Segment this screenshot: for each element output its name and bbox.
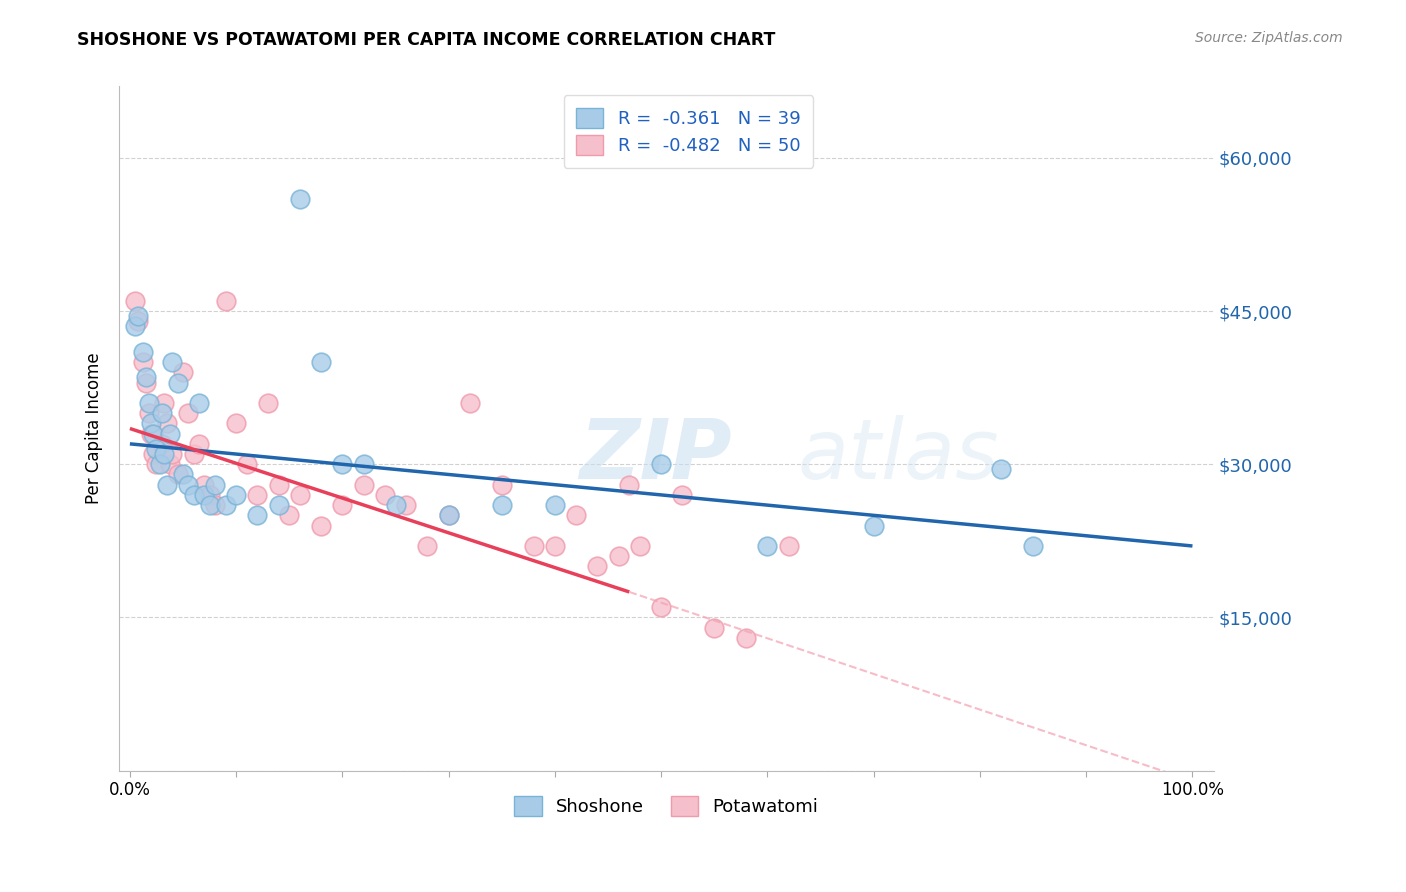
Text: Source: ZipAtlas.com: Source: ZipAtlas.com: [1195, 31, 1343, 45]
Point: [183, 488, 205, 502]
Point: [166, 376, 188, 390]
Text: atlas: atlas: [797, 416, 1000, 497]
Point: [131, 345, 153, 359]
Point: [214, 498, 236, 512]
Point: [166, 467, 188, 482]
Point: [565, 508, 588, 523]
Point: [141, 417, 163, 431]
Point: [124, 293, 146, 308]
Point: [162, 447, 184, 461]
Point: [309, 518, 332, 533]
Point: [145, 457, 167, 471]
Point: [267, 498, 290, 512]
Point: [236, 457, 259, 471]
Point: [153, 396, 176, 410]
Point: [650, 600, 672, 615]
Point: [142, 426, 165, 441]
Point: [586, 559, 609, 574]
Point: [395, 498, 418, 512]
Point: [332, 498, 354, 512]
Point: [544, 498, 567, 512]
Point: [619, 477, 641, 491]
Point: [172, 467, 194, 482]
Point: [458, 396, 481, 410]
Point: [353, 457, 375, 471]
Point: [416, 539, 439, 553]
Point: [135, 370, 157, 384]
Point: [156, 477, 179, 491]
Point: [193, 488, 215, 502]
Point: [544, 539, 567, 553]
Point: [198, 488, 221, 502]
Legend: Shoshone, Potawatomi: Shoshone, Potawatomi: [508, 789, 825, 823]
Point: [353, 477, 375, 491]
Point: [135, 376, 157, 390]
Point: [491, 498, 513, 512]
Point: [131, 355, 153, 369]
Point: [246, 508, 269, 523]
Point: [735, 631, 758, 645]
Point: [671, 488, 693, 502]
Point: [491, 477, 513, 491]
Point: [198, 498, 221, 512]
Point: [138, 396, 160, 410]
Point: [150, 406, 173, 420]
Point: [159, 426, 181, 441]
Point: [193, 477, 215, 491]
Point: [374, 488, 396, 502]
Y-axis label: Per Capita Income: Per Capita Income: [86, 352, 103, 504]
Point: [188, 437, 211, 451]
Point: [288, 488, 311, 502]
Point: [225, 417, 247, 431]
Point: [142, 447, 165, 461]
Point: [162, 355, 184, 369]
Point: [778, 539, 800, 553]
Point: [650, 457, 672, 471]
Point: [188, 396, 211, 410]
Point: [204, 477, 226, 491]
Point: [523, 539, 546, 553]
Point: [150, 437, 173, 451]
Point: [127, 314, 149, 328]
Point: [183, 447, 205, 461]
Point: [177, 477, 200, 491]
Point: [257, 396, 280, 410]
Point: [628, 539, 651, 553]
Point: [990, 462, 1012, 476]
Point: [127, 309, 149, 323]
Point: [607, 549, 630, 564]
Point: [703, 621, 725, 635]
Point: [756, 539, 779, 553]
Point: [177, 406, 200, 420]
Point: [437, 508, 460, 523]
Point: [124, 319, 146, 334]
Point: [204, 498, 226, 512]
Point: [278, 508, 301, 523]
Point: [332, 457, 354, 471]
Text: ZIP: ZIP: [579, 416, 731, 497]
Point: [267, 477, 290, 491]
Point: [384, 498, 406, 512]
Point: [153, 447, 176, 461]
Point: [225, 488, 247, 502]
Point: [145, 442, 167, 456]
Point: [141, 426, 163, 441]
Point: [862, 518, 884, 533]
Point: [246, 488, 269, 502]
Point: [159, 457, 181, 471]
Point: [149, 457, 172, 471]
Point: [172, 365, 194, 379]
Point: [309, 355, 332, 369]
Point: [138, 406, 160, 420]
Point: [1022, 539, 1045, 553]
Point: [437, 508, 460, 523]
Point: [214, 293, 236, 308]
Point: [288, 192, 311, 206]
Point: [156, 417, 179, 431]
Text: SHOSHONE VS POTAWATOMI PER CAPITA INCOME CORRELATION CHART: SHOSHONE VS POTAWATOMI PER CAPITA INCOME…: [77, 31, 776, 49]
